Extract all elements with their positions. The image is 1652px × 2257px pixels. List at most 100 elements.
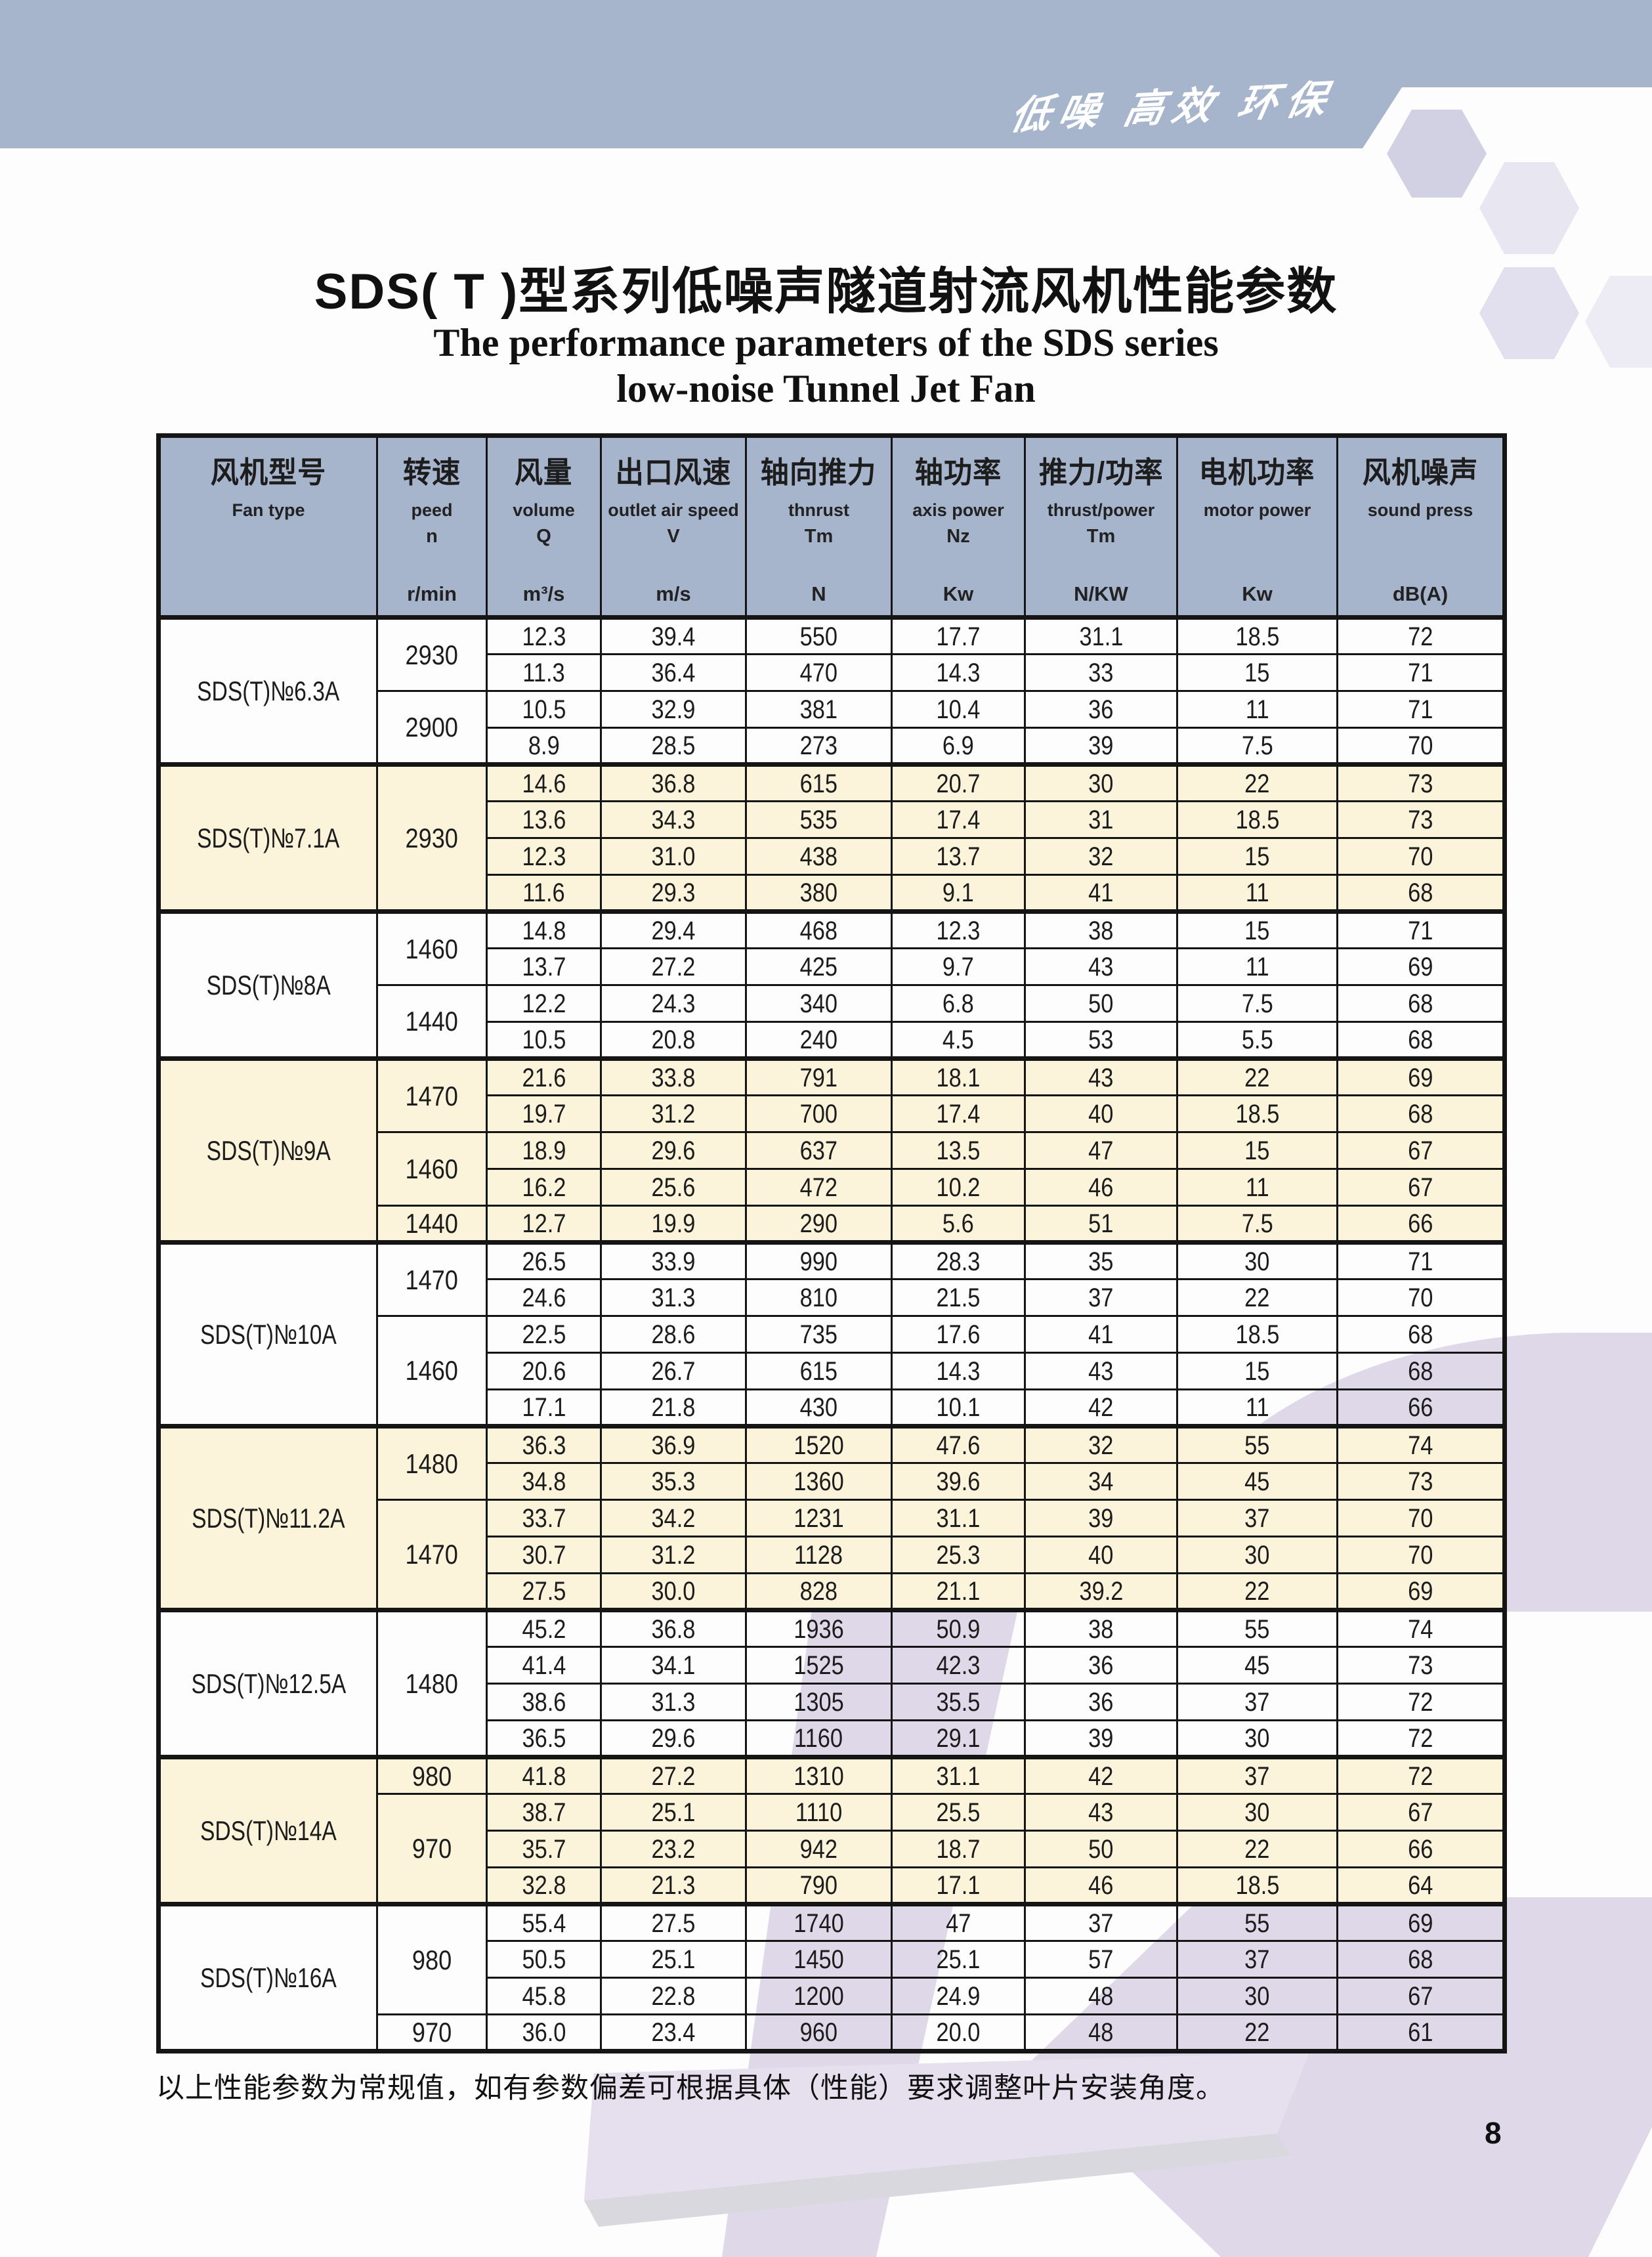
cell-value: 72 [1407,1687,1433,1717]
cell-value: 45 [1244,1467,1270,1496]
cell-value: 535 [799,805,838,834]
value-cell: 17.7 [891,615,1026,655]
cell-value: 41 [1088,1320,1114,1349]
value-cell: 24.9 [891,1977,1026,2015]
cell-value: 73 [1407,1650,1433,1680]
column-header-en: thrust/power [1047,500,1155,520]
cell-value: 68 [1407,1320,1433,1349]
value-cell: 7.5 [1176,1205,1338,1243]
cell-value: 37 [1244,1503,1270,1533]
value-cell: 72 [1336,1755,1506,1795]
cell-value: 68 [1407,878,1433,907]
cell-value: 470 [799,658,838,687]
value-cell: 1305 [745,1683,893,1721]
value-cell: 1160 [745,1719,893,1758]
value-cell: 34.3 [600,800,747,839]
cell-value: 42 [1088,1761,1114,1791]
cell-value: 36.8 [651,1614,696,1644]
cell-value: 637 [799,1136,838,1165]
model-cell: SDS(T)№9A [158,1056,378,1243]
cell-value: 71 [1407,695,1433,724]
speed-value: 980 [412,1944,452,1975]
model-cell: SDS(T)№10A [158,1240,378,1427]
cell-value: 42.3 [936,1650,981,1680]
cell-value: 1520 [794,1430,844,1460]
cell-value: 468 [799,916,838,945]
value-cell: 73 [1336,1646,1506,1685]
speed-value: 1460 [405,1354,459,1386]
cell-value: 6.9 [942,731,974,760]
column-header-en: thnrust [788,500,849,520]
value-cell: 7.5 [1176,984,1338,1023]
cell-value: 45.2 [522,1614,566,1644]
speed-cell: 1470 [376,1056,488,1133]
cell-value: 14.6 [522,769,566,798]
table-row: 970 38.7 25.1 1110 25.5 43 30 67 [159,1793,1506,1905]
column-header: 风机型号 Fan type [158,435,378,620]
value-cell: 29.1 [891,1719,1026,1758]
cell-value: 34.2 [651,1503,696,1533]
value-cell: 24.6 [486,1278,602,1317]
value-cell: 22.8 [600,1977,747,2015]
value-cell: 438 [745,837,893,876]
speed-cell: 970 [376,1793,488,1905]
cell-value: 43 [1088,952,1114,981]
column-header-unit: N [811,582,826,605]
cell-value: 73 [1407,805,1433,834]
value-cell: 39 [1024,727,1178,765]
cell-value: 27.5 [651,1908,696,1938]
cell-value: 32 [1088,842,1114,871]
value-cell: 35.5 [891,1683,1026,1721]
cell-value: 36.3 [522,1430,566,1460]
speed-cell: 1460 [376,909,488,986]
cell-value: 700 [799,1099,838,1128]
cell-value: 68 [1407,1025,1433,1054]
cell-value: 942 [799,1834,838,1864]
cell-value: 15 [1244,658,1270,687]
table-row: SDS(T)№14A 980 41.8 27.2 1310 31.1 42 37 72 [158,1755,1506,1905]
cell-value: 31.1 [1079,622,1123,651]
value-cell: 18.1 [891,1056,1026,1096]
value-cell: 17.4 [891,1094,1026,1133]
value-cell: 472 [745,1168,893,1207]
cell-value: 33.8 [651,1063,696,1092]
cell-value: 55.4 [522,1908,566,1938]
cell-value: 33.7 [522,1503,566,1533]
cell-value: 30.0 [651,1576,696,1606]
cell-value: 32.9 [651,695,696,724]
column-header-en: motor power [1203,500,1311,520]
cell-value: 23.4 [651,2017,696,2047]
model-label: SDS(T)№9A [206,1134,331,1166]
cell-value: 38.6 [522,1687,566,1717]
page-title-en-line1: The performance parameters of the SDS se… [433,321,1219,364]
speed-cell: 1460 [376,1315,488,1427]
cell-value: 25.5 [936,1797,981,1827]
cell-value: 36.9 [651,1430,696,1460]
speed-value: 2900 [405,711,459,742]
cell-value: 12.3 [936,916,981,945]
value-cell: 11 [1176,874,1338,913]
value-cell: 10.4 [891,690,1026,729]
cell-value: 39 [1088,731,1114,760]
cell-value: 20.6 [522,1356,566,1386]
cell-value: 9.1 [942,878,974,907]
cell-value: 20.0 [936,2017,981,2047]
speed-cell: 1440 [376,1205,488,1243]
cell-value: 240 [799,1025,838,1054]
value-cell: 1525 [745,1646,893,1685]
value-cell: 11 [1176,947,1338,986]
column-header: 转速 peed n r/min [376,435,488,620]
value-cell: 14.6 [486,762,602,802]
value-cell: 17.6 [891,1315,1026,1354]
cell-value: 43 [1088,1356,1114,1386]
model-cell: SDS(T)№11.2A [158,1424,378,1611]
cell-value: 73 [1407,1467,1433,1496]
table-row: 38.6 31.3 1305 35.5 36 37 72 [159,1683,1506,1721]
value-cell: 39.6 [891,1462,1026,1501]
value-cell: 73 [1336,1462,1506,1501]
value-cell: 68 [1336,1021,1506,1060]
value-cell: 31 [1024,800,1178,839]
value-cell: 15 [1176,653,1338,692]
